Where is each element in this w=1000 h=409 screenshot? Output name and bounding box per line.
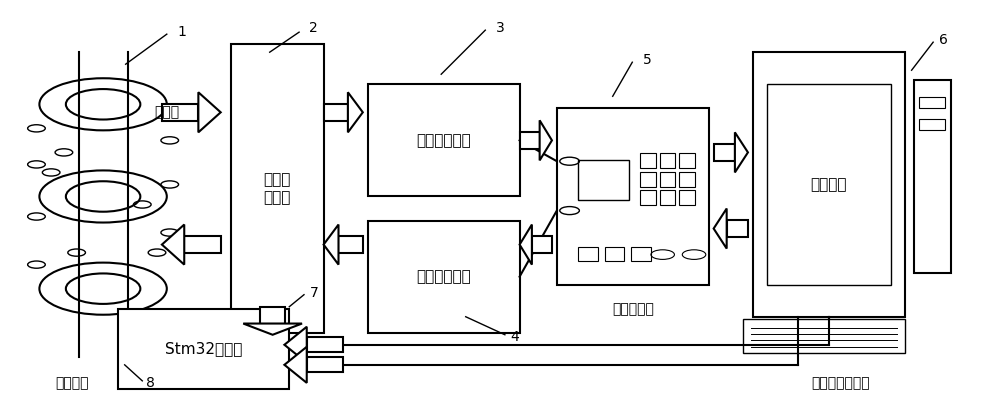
Bar [578,160,629,200]
Polygon shape [243,324,302,335]
Bar [753,52,905,317]
Bar [307,357,343,373]
Bar [727,220,748,237]
Bar [230,44,324,333]
Text: 8: 8 [146,376,155,390]
Bar [324,104,348,121]
Bar [660,190,675,205]
Bar [714,144,735,161]
Text: 6: 6 [939,33,947,47]
Polygon shape [284,347,307,383]
Polygon shape [540,120,552,160]
Text: 图像重建计算机: 图像重建计算机 [812,376,870,390]
Bar [660,153,675,169]
Text: 1: 1 [177,25,186,39]
Text: 通道切
换模块: 通道切 换模块 [263,172,291,204]
Bar [767,84,891,285]
Text: 信号调理模块: 信号调理模块 [416,133,471,148]
Text: 7: 7 [309,285,318,300]
Bar [679,153,695,169]
Polygon shape [714,209,727,249]
Polygon shape [284,327,307,363]
Bar [914,80,951,273]
Polygon shape [162,225,184,265]
Bar [640,172,656,187]
Bar [640,190,656,205]
Bar [605,247,624,261]
Bar [118,309,289,389]
Bar [919,97,945,108]
Bar [307,337,343,353]
Text: 传感器: 传感器 [154,105,179,119]
Bar [578,247,598,261]
Bar [162,104,198,121]
Bar [679,190,695,205]
Bar [532,236,552,253]
Polygon shape [198,92,221,133]
Text: 2: 2 [309,21,318,35]
Bar [520,132,540,149]
Bar [631,247,651,261]
Text: 功率放大模块: 功率放大模块 [416,269,471,284]
Bar [368,220,520,333]
Bar [660,172,675,187]
Text: 5: 5 [643,53,651,67]
Bar [368,84,520,196]
Text: 滑油管路: 滑油管路 [55,376,88,390]
Bar [743,319,905,353]
Bar [679,172,695,187]
Text: 4: 4 [510,330,519,344]
Text: 3: 3 [496,21,504,35]
Polygon shape [348,92,363,133]
Bar [338,236,363,253]
Text: Stm32单片机: Stm32单片机 [165,341,242,356]
Text: 重建图像: 重建图像 [811,177,847,192]
Bar [640,153,656,169]
Bar [557,108,709,285]
Text: 锁相放大器: 锁相放大器 [612,302,654,316]
Bar [919,119,945,130]
Bar [260,307,285,324]
Polygon shape [520,225,532,265]
Polygon shape [735,133,748,173]
Bar [184,236,221,253]
Polygon shape [324,225,338,265]
